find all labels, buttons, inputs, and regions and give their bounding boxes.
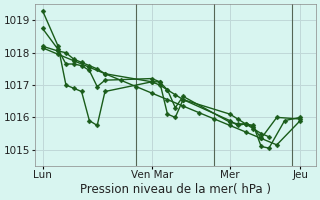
X-axis label: Pression niveau de la mer( hPa ): Pression niveau de la mer( hPa ) xyxy=(80,183,271,196)
